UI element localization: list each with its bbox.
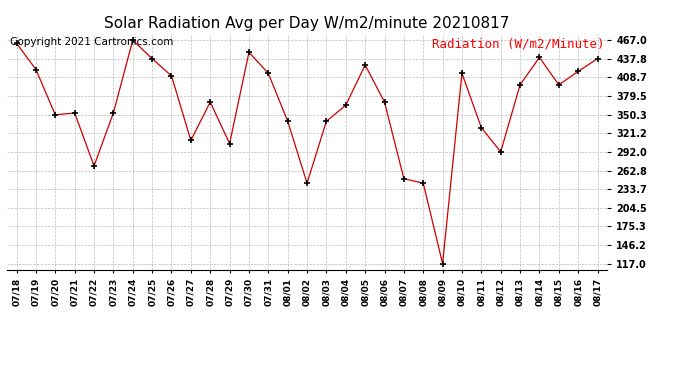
Text: Copyright 2021 Cartronics.com: Copyright 2021 Cartronics.com [10, 37, 173, 47]
Title: Solar Radiation Avg per Day W/m2/minute 20210817: Solar Radiation Avg per Day W/m2/minute … [104, 16, 510, 31]
Text: Radiation (W/m2/Minute): Radiation (W/m2/Minute) [432, 37, 604, 50]
